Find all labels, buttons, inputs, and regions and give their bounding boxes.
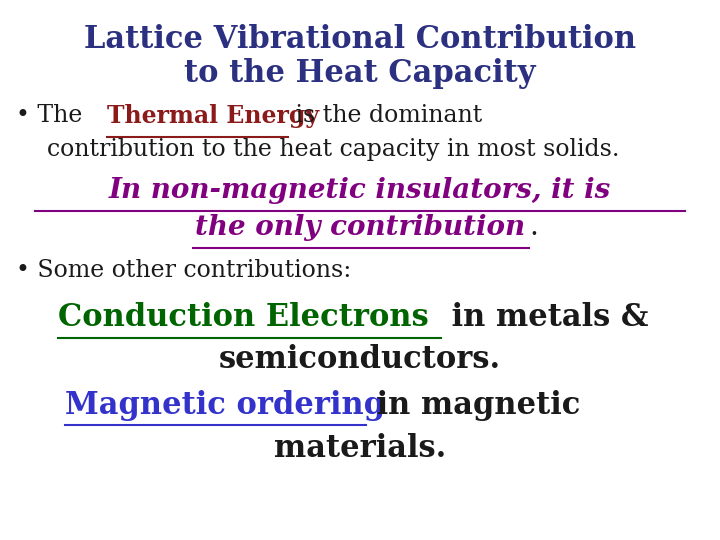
Text: • The: • The [16, 104, 90, 127]
Text: the only contribution: the only contribution [195, 214, 525, 241]
Text: in metals &: in metals & [441, 302, 648, 333]
Text: in magnetic: in magnetic [366, 390, 580, 421]
Text: In non-magnetic insulators, it is: In non-magnetic insulators, it is [109, 177, 611, 204]
Text: Thermal Energy: Thermal Energy [107, 104, 319, 127]
Text: to the Heat Capacity: to the Heat Capacity [184, 58, 536, 89]
Text: materials.: materials. [274, 433, 446, 464]
Text: .: . [529, 214, 538, 241]
Text: contribution to the heat capacity in most solids.: contribution to the heat capacity in mos… [47, 138, 619, 161]
Text: Lattice Vibrational Contribution: Lattice Vibrational Contribution [84, 24, 636, 55]
Text: Magnetic ordering: Magnetic ordering [65, 390, 385, 421]
Text: is the dominant: is the dominant [288, 104, 482, 127]
Text: • Some other contributions:: • Some other contributions: [16, 259, 351, 282]
Text: Conduction Electrons: Conduction Electrons [58, 302, 428, 333]
Text: semiconductors.: semiconductors. [219, 344, 501, 375]
